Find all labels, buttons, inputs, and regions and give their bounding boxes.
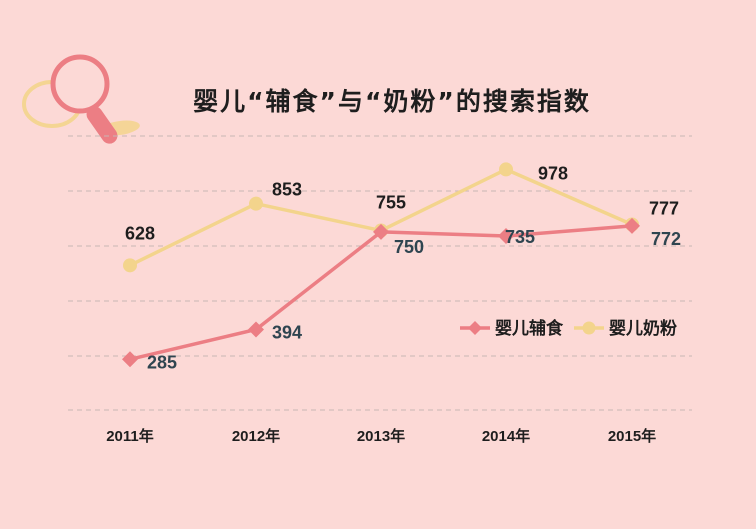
data-point (373, 223, 389, 240)
data-point (122, 351, 138, 368)
data-label-formula: 755 (376, 193, 406, 213)
legend-label: 婴儿辅食 (495, 318, 564, 339)
series-line-1 (128, 167, 634, 268)
data-label-food: 285 (147, 352, 177, 372)
x-tick-label: 2011年 (106, 427, 154, 445)
chart-title: 婴儿“辅食”与“奶粉”的搜索指数 (193, 87, 591, 116)
data-point (499, 162, 513, 177)
data-point (624, 217, 640, 234)
data-label-food: 772 (651, 229, 681, 249)
x-tick-label: 2013年 (357, 427, 405, 445)
magnifier-icon (22, 54, 140, 144)
legend: 婴儿辅食 婴儿奶粉 (460, 318, 677, 339)
series-layer (122, 162, 640, 368)
data-label-food: 750 (394, 237, 424, 257)
legend-marker (468, 321, 482, 335)
legend-label: 婴儿奶粉 (609, 318, 677, 339)
legend-marker (582, 321, 596, 335)
x-axis-ticks: 2011年 2012年 2013年 2014年 2015年 (106, 427, 656, 445)
x-tick-label: 2012年 (232, 427, 280, 445)
data-point (249, 196, 263, 211)
data-label-formula: 853 (272, 180, 302, 200)
data-point (498, 228, 514, 245)
data-point (123, 258, 137, 273)
data-label-formula: 978 (538, 163, 568, 183)
data-label-formula: 777 (649, 199, 679, 219)
data-label-formula: 628 (125, 223, 155, 243)
x-tick-label: 2015年 (608, 427, 656, 445)
x-tick-label: 2014年 (482, 427, 530, 445)
data-labels: 628 853 755 978 777 285 394 750 735 772 (125, 163, 681, 372)
data-label-food: 735 (505, 227, 535, 247)
data-point (248, 321, 264, 338)
data-label-food: 394 (272, 322, 302, 342)
